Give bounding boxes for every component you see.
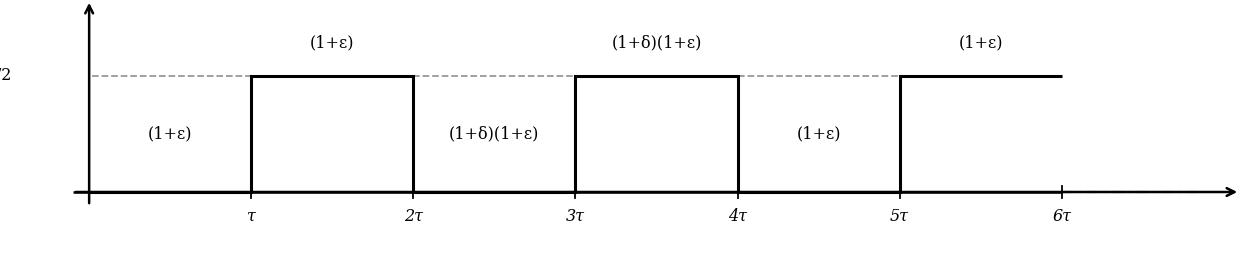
Text: (1+δ)(1+ε): (1+δ)(1+ε) [611,35,702,51]
Text: 6τ: 6τ [1053,207,1071,224]
Text: (1+δ)(1+ε): (1+δ)(1+ε) [449,125,539,142]
Text: 3τ: 3τ [565,207,585,224]
Text: τ: τ [247,207,255,224]
Text: 4τ: 4τ [728,207,746,224]
Text: (1+ε): (1+ε) [796,125,841,142]
Text: (1+ε): (1+ε) [959,35,1003,51]
Text: (Φ₀)  π/2: (Φ₀) π/2 [0,67,11,84]
Text: 2τ: 2τ [404,207,423,224]
Text: 5τ: 5τ [890,207,909,224]
Text: (1+ε): (1+ε) [310,35,355,51]
Text: (1+ε): (1+ε) [148,125,192,142]
